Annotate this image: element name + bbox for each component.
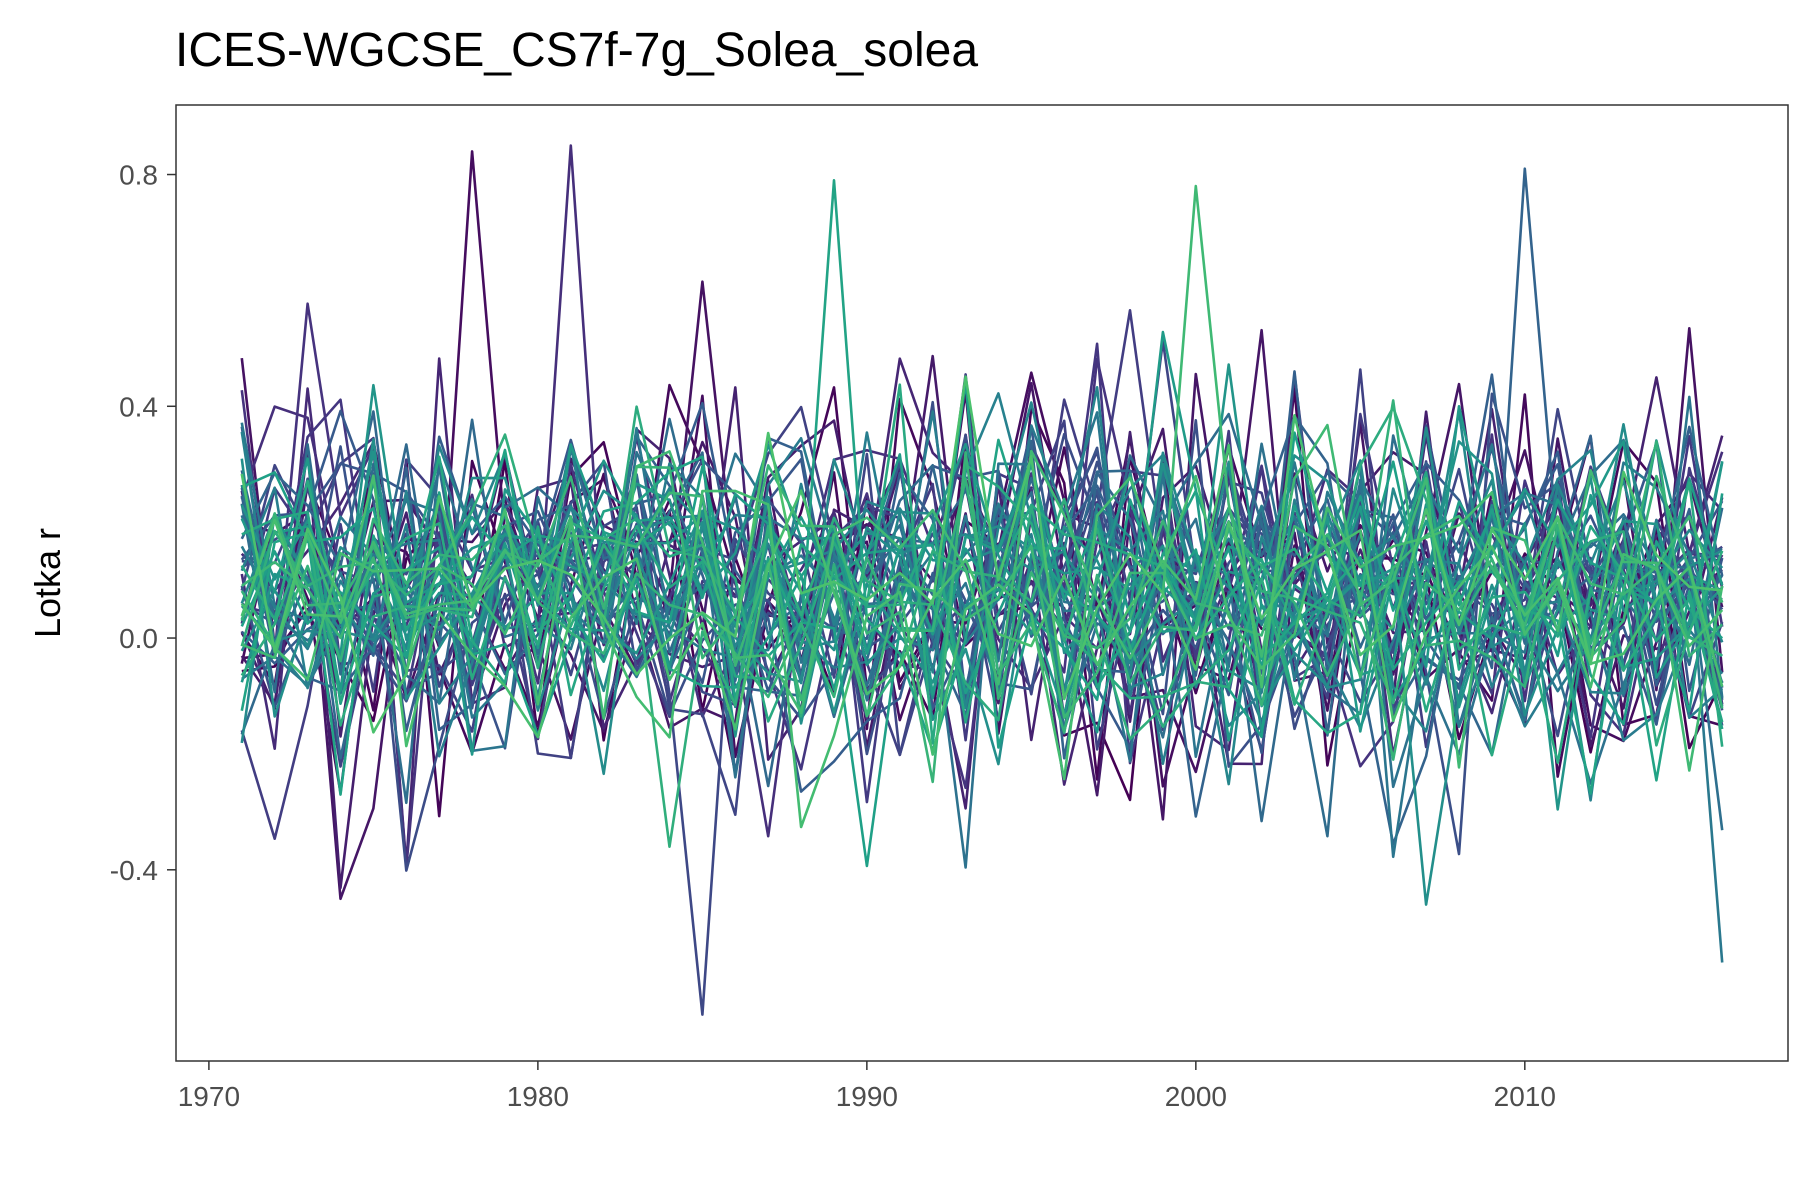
y-tick-label: 0.4	[119, 391, 158, 422]
y-tick-label: 0.0	[119, 623, 158, 654]
y-tick-label: -0.4	[110, 855, 158, 886]
series-line	[241, 455, 1724, 735]
series-line	[240, 451, 1724, 784]
series-line	[240, 392, 1723, 802]
series-line	[240, 493, 1724, 713]
series-line	[240, 405, 1724, 747]
series-line	[241, 380, 1724, 868]
plot-panel-border	[175, 104, 1789, 1062]
series-line	[240, 375, 1723, 734]
x-tick-label: 1970	[178, 1081, 240, 1112]
y-axis-title: Lotka r	[27, 528, 68, 638]
x-tick-label: 1990	[836, 1081, 898, 1112]
series-lines	[240, 144, 1724, 1016]
x-tick-label: 2000	[1165, 1081, 1227, 1112]
chart-title: ICES-WGCSE_CS7f-7g_Solea_solea	[175, 24, 978, 77]
series-line	[240, 414, 1724, 748]
x-tick-label: 2010	[1494, 1081, 1556, 1112]
y-tick-label: 0.8	[119, 160, 158, 191]
series-line	[240, 411, 1724, 963]
series-line	[241, 442, 1724, 869]
x-axis: 1970 1980 1990 2000 2010	[178, 1061, 1556, 1112]
series-line	[241, 491, 1724, 719]
series-line	[241, 184, 1724, 772]
y-axis: 0.8 0.4 0.0 -0.4	[110, 160, 176, 886]
x-tick-label: 1980	[507, 1081, 569, 1112]
